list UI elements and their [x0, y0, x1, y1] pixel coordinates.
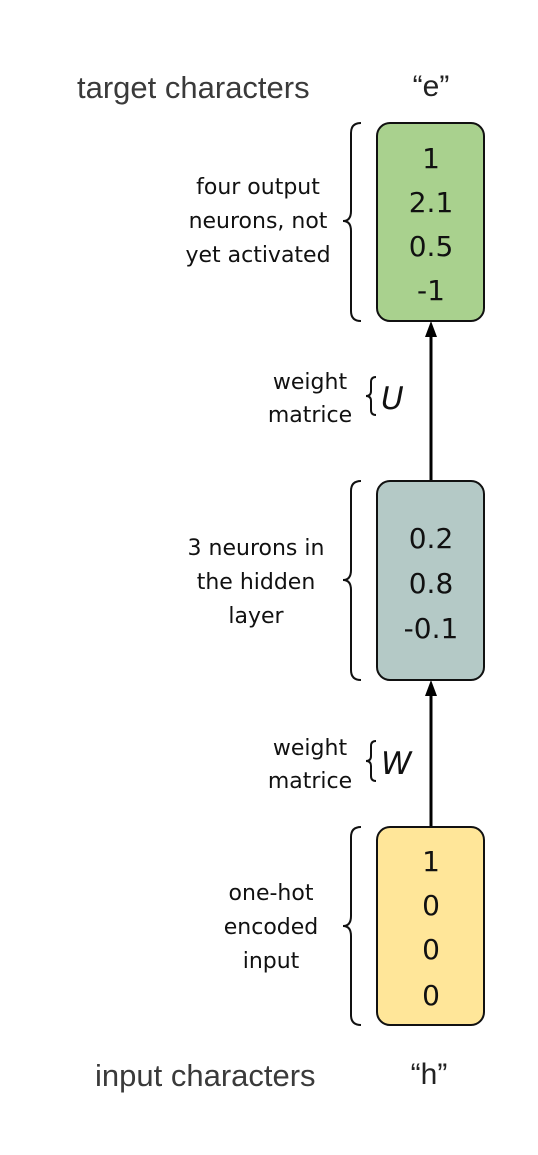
weight-u-bracket	[366, 377, 376, 415]
input-value-1: 1	[422, 845, 440, 878]
hidden-value-2: 0.8	[409, 567, 454, 600]
target-character: “e”	[413, 70, 450, 103]
input-character: “h”	[411, 1058, 448, 1091]
input-layer-bracket	[343, 827, 361, 1025]
arrowhead-hidden-to-output	[425, 321, 437, 337]
arrowhead-input-to-hidden	[425, 680, 437, 696]
weight-w-label-line-1: weight	[273, 736, 348, 761]
weight-u-label-line-1: weight	[273, 370, 348, 395]
hidden-layer-bracket	[343, 481, 361, 680]
hidden-description-line-1: 3 neurons in	[188, 536, 325, 561]
weight-u-label-line-2: matrice	[268, 403, 352, 428]
input-value-2: 0	[422, 889, 440, 922]
output-description-line-3: yet activated	[185, 243, 330, 268]
hidden-description-line-2: the hidden	[197, 570, 316, 595]
output-description-line-1: four output	[196, 175, 320, 200]
target-characters-label: target characters	[77, 70, 310, 105]
hidden-value-1: 0.2	[409, 522, 454, 555]
weight-w-label-line-2: matrice	[268, 769, 352, 794]
input-description-line-3: input	[243, 949, 300, 974]
input-description-line-1: one-hot	[229, 881, 314, 906]
weight-w-bracket	[366, 741, 376, 781]
output-value-1: 1	[422, 142, 440, 175]
hidden-value-3: -0.1	[404, 612, 459, 645]
input-value-4: 0	[422, 979, 440, 1012]
hidden-description-line-3: layer	[228, 604, 284, 629]
output-description-line-2: neurons, not	[189, 209, 328, 234]
input-description-line-2: encoded	[224, 915, 319, 940]
output-layer-bracket	[343, 123, 361, 321]
weight-w-symbol: W	[381, 746, 413, 782]
output-value-2: 2.1	[409, 186, 454, 219]
input-value-3: 0	[422, 933, 440, 966]
output-value-4: -1	[417, 274, 445, 307]
input-characters-label: input characters	[95, 1058, 316, 1093]
weight-u-symbol: U	[381, 381, 404, 417]
output-value-3: 0.5	[409, 230, 454, 263]
